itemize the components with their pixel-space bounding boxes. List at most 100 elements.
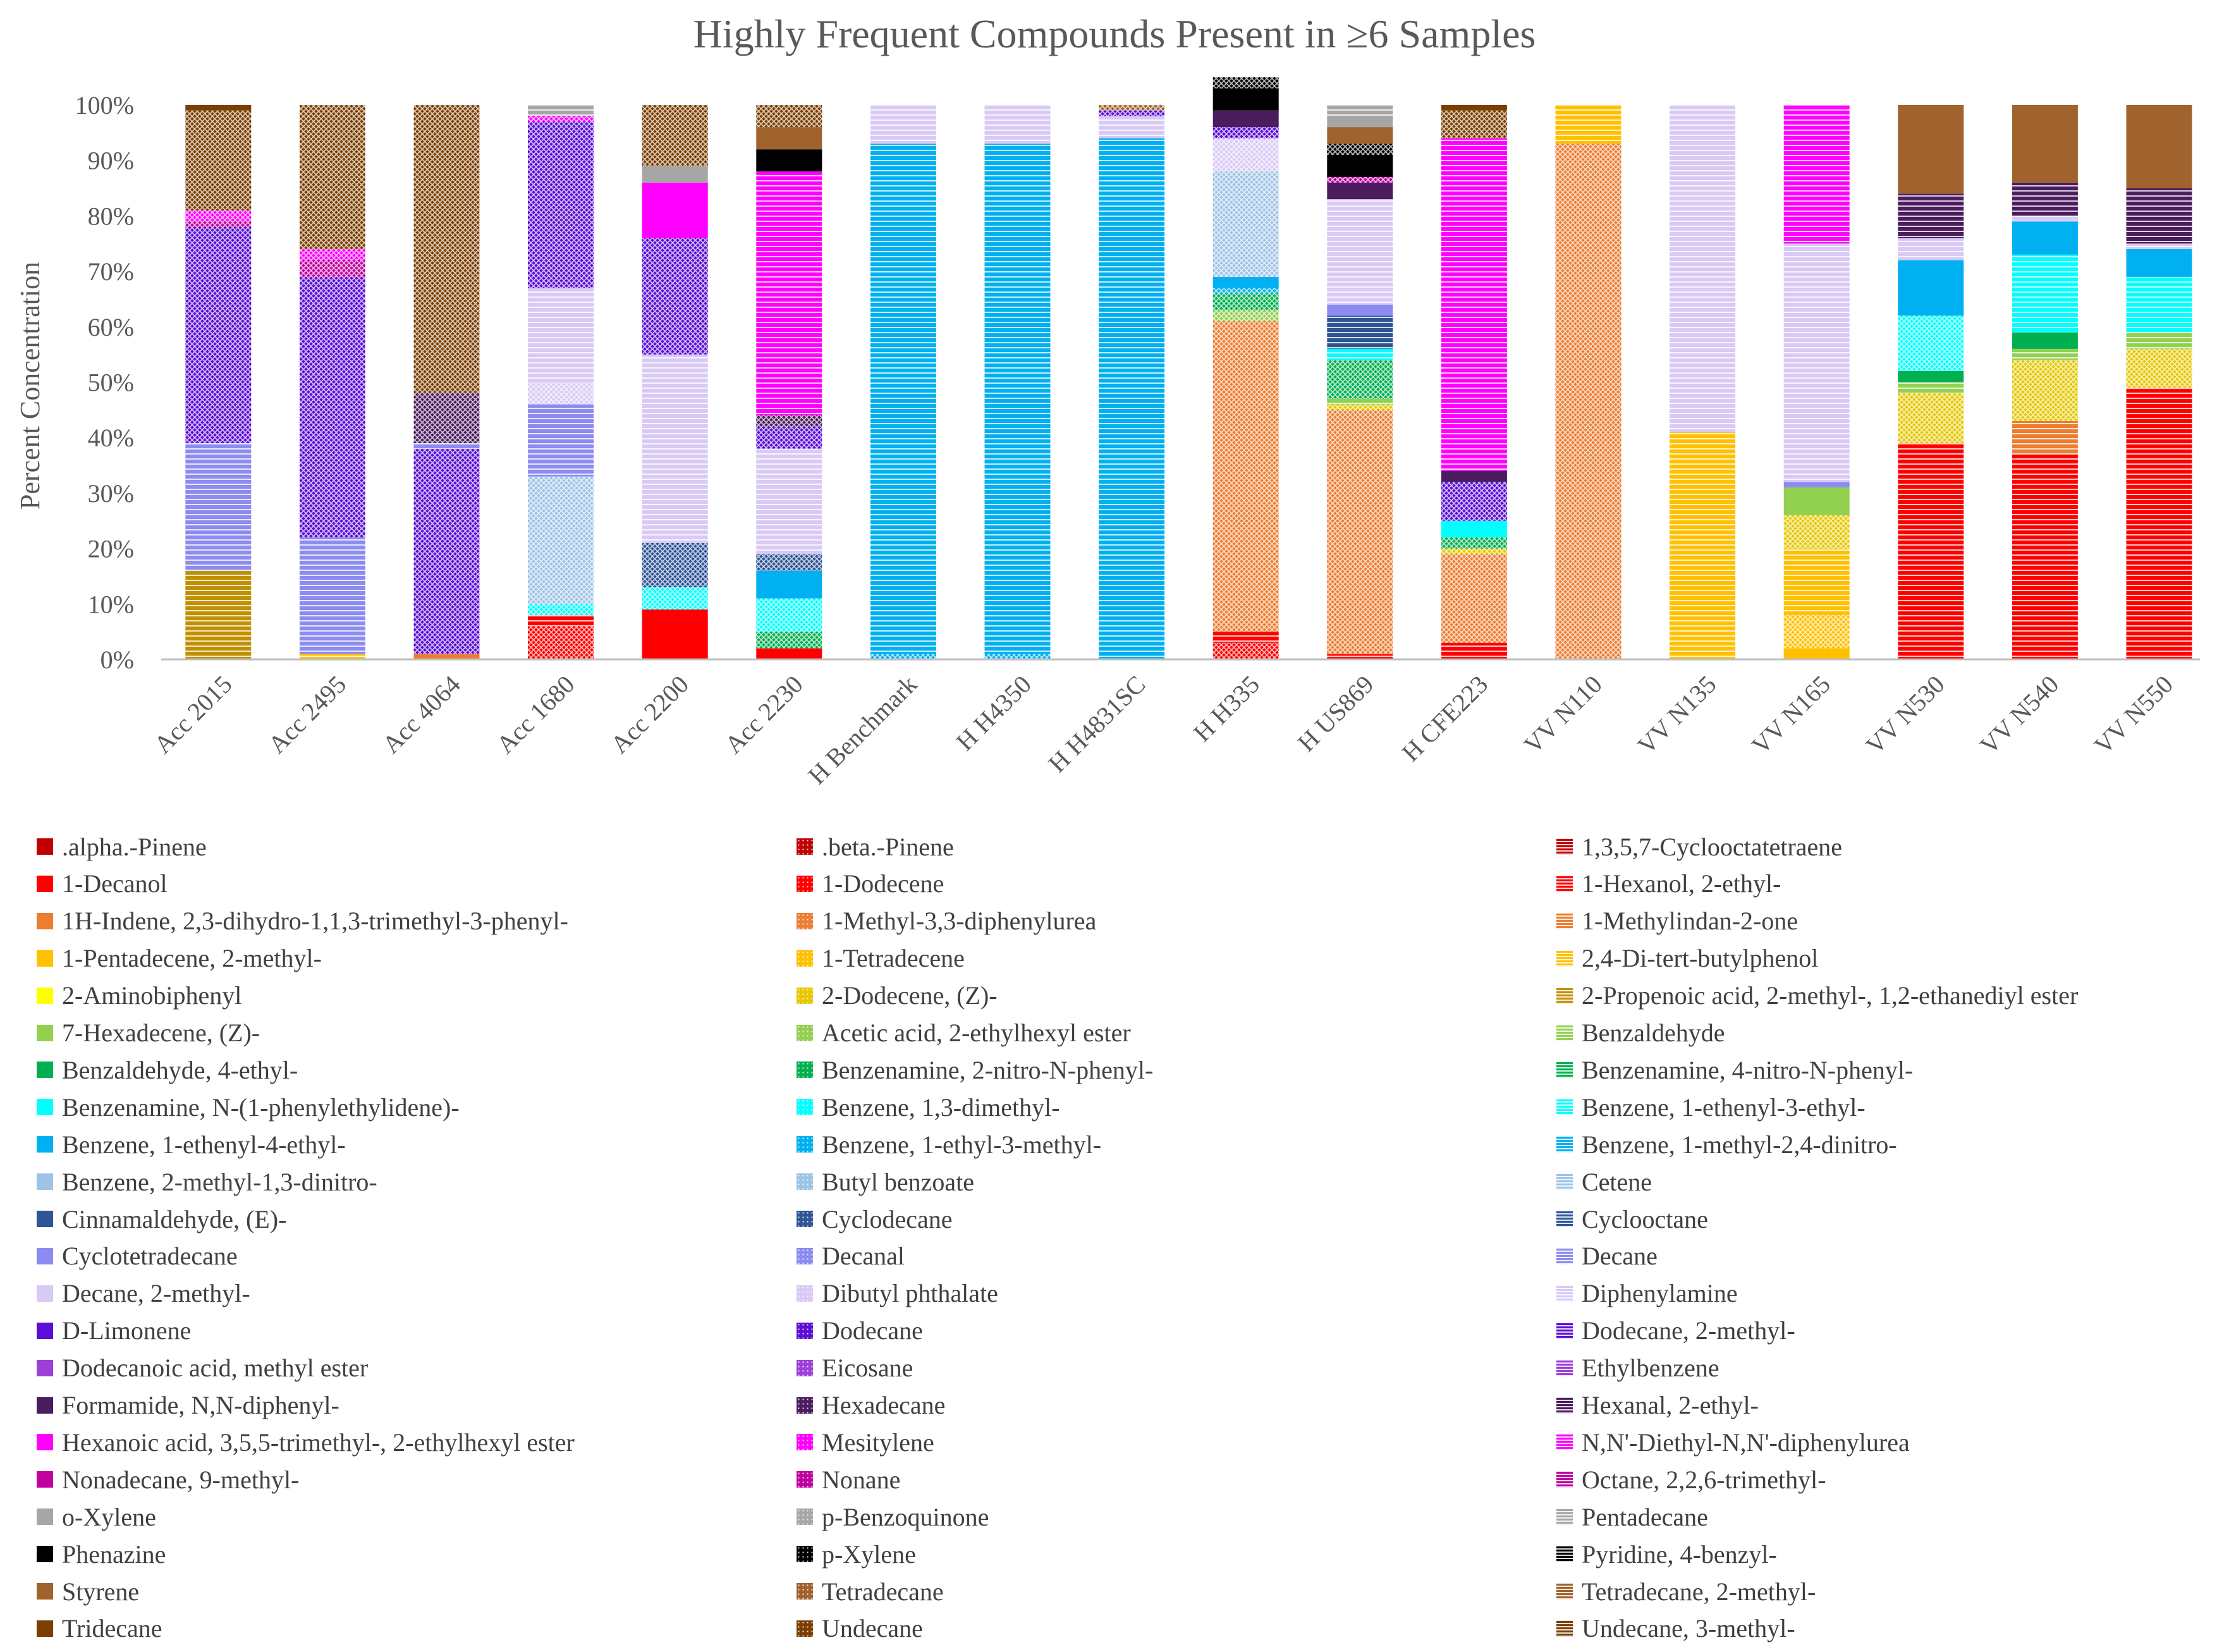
legend-item: Benzene, 1-ethyl-3-methyl- — [797, 1126, 1101, 1163]
legend-swatch — [1556, 950, 1573, 967]
bar-segment-7-hexadecene-z — [1783, 487, 1850, 515]
legend-label: Tetradecane, 2-methyl- — [1582, 1577, 1816, 1606]
legend-swatch — [37, 1434, 53, 1451]
legend-label: 1-Dodecene — [822, 869, 944, 898]
bar-segment-diphenylamine — [2012, 216, 2078, 222]
x-axis-ticks: Acc 2015 Acc 2495 Acc 4064 Acc 1680 Acc 2200… — [149, 670, 2178, 790]
legend-item: D-Limonene — [37, 1312, 191, 1349]
legend-item: Cyclotetradecane — [37, 1238, 238, 1275]
bar-segment-benzene-1-ethyl-3-methyl — [870, 654, 936, 659]
y-axis-title: Percent Concentration — [15, 262, 46, 510]
bar-segment-hexadecane — [413, 393, 480, 443]
bar-segment-dodecane — [299, 276, 365, 538]
legend-item: Benzenamine, 2-nitro-N-phenyl- — [797, 1051, 1153, 1088]
legend-label: Cyclodecane — [822, 1204, 953, 1233]
legend-item: p-Xylene — [797, 1536, 916, 1572]
legend-label: Benzaldehyde — [1582, 1019, 1725, 1047]
bar-segment-benzaldehyde — [1898, 382, 1964, 394]
bar-segment-styrene — [1898, 105, 1964, 194]
legend-item: 2-Aminobiphenyl — [37, 977, 241, 1014]
bar-segment-diphenylamine — [528, 288, 594, 382]
bar-segment-benzene-1-ethenyl-4-ethyl — [1212, 276, 1279, 288]
bar-segment-1-decanol — [642, 609, 708, 659]
legend-item: Hexanoic acid, 3,5,5-trimethyl-, 2-ethyl… — [37, 1424, 575, 1460]
bar-segment-formamide-n-n-diphenyl — [1212, 110, 1279, 128]
bar-segment-hexanal-2-ethyl — [2012, 182, 2078, 216]
legend-label: Benzenamine, N-(1-phenylethylidene)- — [62, 1092, 460, 1122]
bar-segment-styrene — [2012, 105, 2078, 183]
bar-segment-butyl-benzoate — [1212, 171, 1279, 277]
bar-segment-2-4-di-tert-butylphenol — [1670, 432, 1736, 659]
bar-segment-styrene — [2126, 105, 2192, 188]
bar-segment-benzaldehyde-4-ethyl — [1898, 370, 1964, 382]
legend-swatch — [37, 1620, 53, 1637]
legend-swatch — [1556, 1173, 1573, 1190]
bar-segment-n-n-diethyl-n-n-diphenylurea — [1441, 138, 1507, 471]
bar-stack-h-cfe223 — [1441, 105, 1507, 659]
legend-label: Undecane, 3-methyl- — [1582, 1614, 1795, 1643]
bar-segment-dodecane — [756, 426, 822, 449]
legend-item: Benzene, 1-ethenyl-3-ethyl- — [1556, 1089, 1866, 1125]
legend-item: 2-Propenoic acid, 2-methyl-, 1,2-ethaned… — [1556, 977, 2078, 1014]
legend-swatch — [797, 1471, 813, 1488]
bar-segment-1-hexanol-2-ethyl — [1898, 443, 1964, 659]
bar-stack-h-h335 — [1212, 77, 1279, 659]
bar-segment-benzenamine-n-1-phenylethylidene — [1441, 520, 1507, 538]
legend-label: Benzene, 1-ethenyl-3-ethyl- — [1582, 1092, 1866, 1122]
bars — [185, 77, 2192, 659]
bar-segment-1-methyl-3-3-diphenylurea — [1555, 144, 1621, 659]
legend-swatch — [797, 1024, 813, 1041]
legend-label: Tetradecane — [822, 1577, 944, 1606]
legend-label: Dodecanoic acid, methyl ester — [62, 1354, 369, 1383]
legend-item: Dodecanoic acid, methyl ester — [37, 1350, 368, 1386]
legend-label: Cyclotetradecane — [62, 1242, 238, 1271]
legend-label: Hexadecane — [822, 1391, 946, 1419]
y-tick-label: 100% — [75, 91, 134, 119]
bar-segment-dodecane — [1099, 110, 1165, 116]
legend-item: .beta.-Pinene — [797, 828, 954, 865]
bar-stack-h-benchmark — [870, 105, 936, 659]
legend-label: 2-Propenoic acid, 2-methyl-, 1,2-ethaned… — [1582, 981, 2079, 1010]
legend-swatch — [37, 875, 53, 892]
legend-label: Decane, 2-methyl- — [62, 1279, 250, 1308]
bar-segment-diphenylamine — [984, 105, 1051, 144]
legend-label: Pentadecane — [1582, 1502, 1708, 1531]
x-tick-label: Acc 2230 — [719, 670, 809, 759]
legend-label: p-Benzoquinone — [822, 1502, 989, 1531]
bar-segment-1-methylindan-2-one — [2012, 420, 2078, 455]
bar-segment-benzene-1-methyl-2-4-dinitro — [984, 144, 1051, 654]
bar-segment-undecane — [413, 105, 480, 394]
chart-title: Highly Frequent Compounds Present in ≥6 … — [693, 11, 1536, 56]
legend-item: Phenazine — [37, 1536, 166, 1572]
legend-swatch — [37, 1285, 53, 1302]
bar-segment-benzene-1-methyl-2-4-dinitro — [870, 144, 936, 654]
legend-swatch — [797, 1434, 813, 1451]
bar-segment-benzene-1-ethenyl-4-ethyl — [2012, 221, 2078, 255]
legend-swatch — [37, 1062, 53, 1079]
bar-stack-vv-n135 — [1670, 105, 1736, 659]
bar-segment-decane — [528, 404, 594, 477]
bar-segment-pentadecane — [528, 105, 594, 116]
legend-item: Cyclodecane — [797, 1201, 953, 1237]
bar-segment-benzene-1-3-dimethyl — [756, 598, 822, 632]
legend-item: Benzene, 1,3-dimethyl- — [797, 1089, 1060, 1125]
legend-label: Hexanal, 2-ethyl- — [1582, 1391, 1759, 1419]
legend-label: Benzene, 2-methyl-1,3-dinitro- — [62, 1167, 377, 1196]
bar-segment-benzene-1-ethenyl-3-ethyl — [1327, 348, 1393, 360]
bar-segment-dibutyl-phthalate — [1212, 138, 1279, 172]
bar-segment-decane — [299, 537, 365, 654]
legend-swatch — [1556, 1508, 1573, 1526]
legend-label: Undecane — [822, 1614, 923, 1643]
bar-segment-benzene-1-ethyl-3-methyl — [1212, 288, 1279, 294]
bar-segment-1-hexanol-2-ethyl — [528, 615, 594, 627]
bar-segment-1-dodecene — [1212, 642, 1279, 659]
legend-swatch — [1556, 1620, 1573, 1637]
legend-item: Styrene — [37, 1573, 139, 1610]
legend-item: Benzene, 2-methyl-1,3-dinitro- — [37, 1163, 377, 1200]
legend-item: Hexanal, 2-ethyl- — [1556, 1387, 1759, 1424]
bar-segment-2-dodecene-z — [2126, 348, 2192, 388]
bar-segment-cyclodecane — [756, 554, 822, 571]
legend-item: 2-Dodecene, (Z)- — [797, 977, 998, 1014]
bar-segment-dodecane — [642, 238, 708, 355]
legend-swatch — [37, 1136, 53, 1153]
